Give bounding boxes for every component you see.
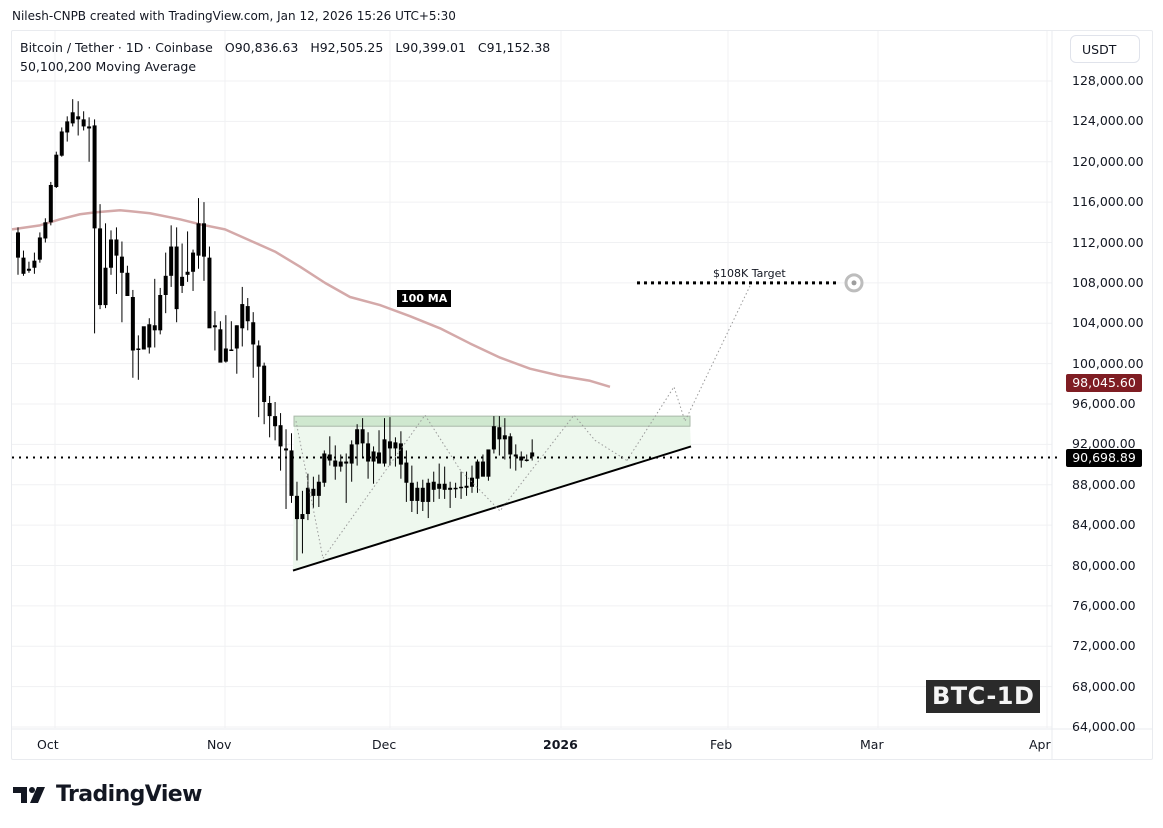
price-tick: 116,000.00 xyxy=(1072,194,1144,210)
price-tick: 128,000.00 xyxy=(1072,73,1144,88)
ohlc-low: L90,399.01 xyxy=(395,40,466,55)
target-label: $108K Target xyxy=(713,267,786,280)
tradingview-wordmark: TradingView xyxy=(56,782,202,807)
indicator-legend[interactable]: 50,100,200 Moving Average xyxy=(20,59,197,74)
grid-lines xyxy=(12,31,1152,760)
price-tick: 92,000.00 xyxy=(1072,436,1136,452)
ohlc-high: H92,505.25 xyxy=(310,40,384,55)
time-tick: Apr xyxy=(1029,737,1051,752)
price-tick: 108,000.00 xyxy=(1072,274,1144,290)
drawing-lines xyxy=(12,273,1062,572)
ohlc-close: C91,152.38 xyxy=(477,40,551,55)
price-tick: 100,000.00 xyxy=(1072,355,1144,371)
currency-button[interactable]: USDT xyxy=(1070,35,1140,63)
watermark-badge: BTC-1D xyxy=(926,680,1041,713)
time-tick: Oct xyxy=(37,737,59,752)
time-tick: Feb xyxy=(710,737,733,752)
symbol-title[interactable]: Bitcoin / Tether · 1D · Coinbase xyxy=(20,40,213,55)
ma-label: 100 MA xyxy=(397,290,452,307)
price-tick: 96,000.00 xyxy=(1072,396,1136,411)
price-tick: 76,000.00 xyxy=(1072,597,1136,613)
price-tick: 80,000.00 xyxy=(1072,557,1136,573)
ma-price-tag: 98,045.60 xyxy=(1066,374,1142,393)
price-tick: 64,000.00 xyxy=(1072,719,1136,735)
price-tick: 84,000.00 xyxy=(1072,517,1136,533)
pattern-zones xyxy=(293,415,691,571)
tradingview-logo[interactable]: TradingView xyxy=(13,782,202,807)
time-tick: Mar xyxy=(860,737,884,752)
price-tick: 112,000.00 xyxy=(1072,234,1144,250)
time-tick: Nov xyxy=(207,737,232,752)
tradingview-logo-icon xyxy=(13,786,45,803)
price-tick: 72,000.00 xyxy=(1072,638,1136,654)
ohlc-open: O90,836.63 xyxy=(224,40,299,55)
price-tick: 104,000.00 xyxy=(1072,315,1144,331)
time-tick: Dec xyxy=(372,737,397,752)
price-tick: 88,000.00 xyxy=(1072,476,1136,492)
price-tick: 124,000.00 xyxy=(1072,113,1144,129)
chart-frame xyxy=(11,30,1153,760)
price-tick: 120,000.00 xyxy=(1072,153,1144,169)
chart-credit: Nilesh-CNPB created with TradingView.com… xyxy=(12,9,456,23)
chart-legend: Bitcoin / Tether · 1D · Coinbase O90,836… xyxy=(20,38,558,76)
price-tick: 68,000.00 xyxy=(1072,678,1136,694)
last-price-tag: 90,698.89 xyxy=(1066,448,1142,467)
time-tick: 2026 xyxy=(543,737,578,752)
